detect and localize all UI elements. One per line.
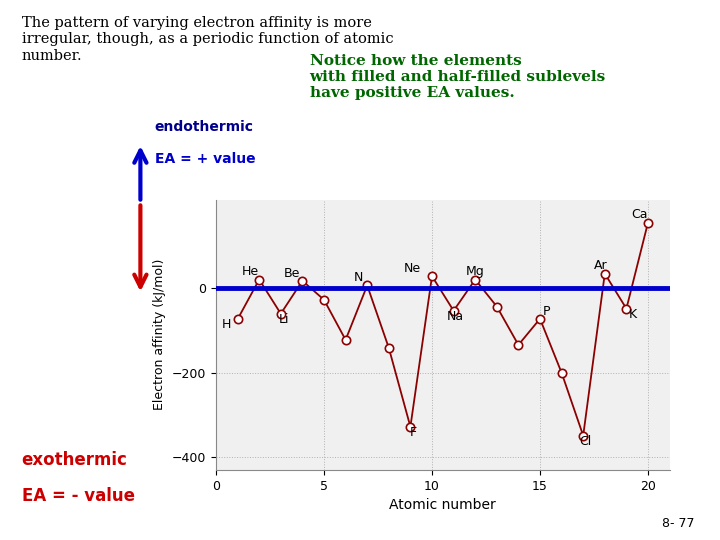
Text: P: P bbox=[543, 305, 550, 318]
Text: N: N bbox=[354, 271, 364, 284]
Text: exothermic: exothermic bbox=[22, 451, 127, 469]
Text: Li: Li bbox=[279, 313, 289, 326]
Text: H: H bbox=[222, 319, 232, 332]
Text: EA = + value: EA = + value bbox=[155, 152, 256, 166]
Text: Mg: Mg bbox=[466, 265, 485, 278]
Text: K: K bbox=[629, 308, 637, 321]
Text: Ne: Ne bbox=[404, 262, 421, 275]
Text: Cl: Cl bbox=[579, 435, 592, 448]
Text: F: F bbox=[410, 426, 417, 439]
Text: EA = - value: EA = - value bbox=[22, 487, 135, 505]
Text: Be: Be bbox=[284, 267, 300, 280]
Text: Ar: Ar bbox=[594, 259, 607, 272]
Text: He: He bbox=[242, 265, 259, 278]
Text: endothermic: endothermic bbox=[155, 120, 254, 134]
Y-axis label: Electron affinity (kJ/mol): Electron affinity (kJ/mol) bbox=[153, 259, 166, 410]
Text: Notice how the elements
with filled and half-filled sublevels
have positive EA v: Notice how the elements with filled and … bbox=[310, 54, 606, 100]
Text: Ca: Ca bbox=[631, 208, 647, 221]
Text: 8- 77: 8- 77 bbox=[662, 517, 695, 530]
Text: Na: Na bbox=[447, 310, 464, 323]
Text: The pattern of varying electron affinity is more
irregular, though, as a periodi: The pattern of varying electron affinity… bbox=[22, 16, 393, 63]
X-axis label: Atomic number: Atomic number bbox=[390, 498, 496, 512]
